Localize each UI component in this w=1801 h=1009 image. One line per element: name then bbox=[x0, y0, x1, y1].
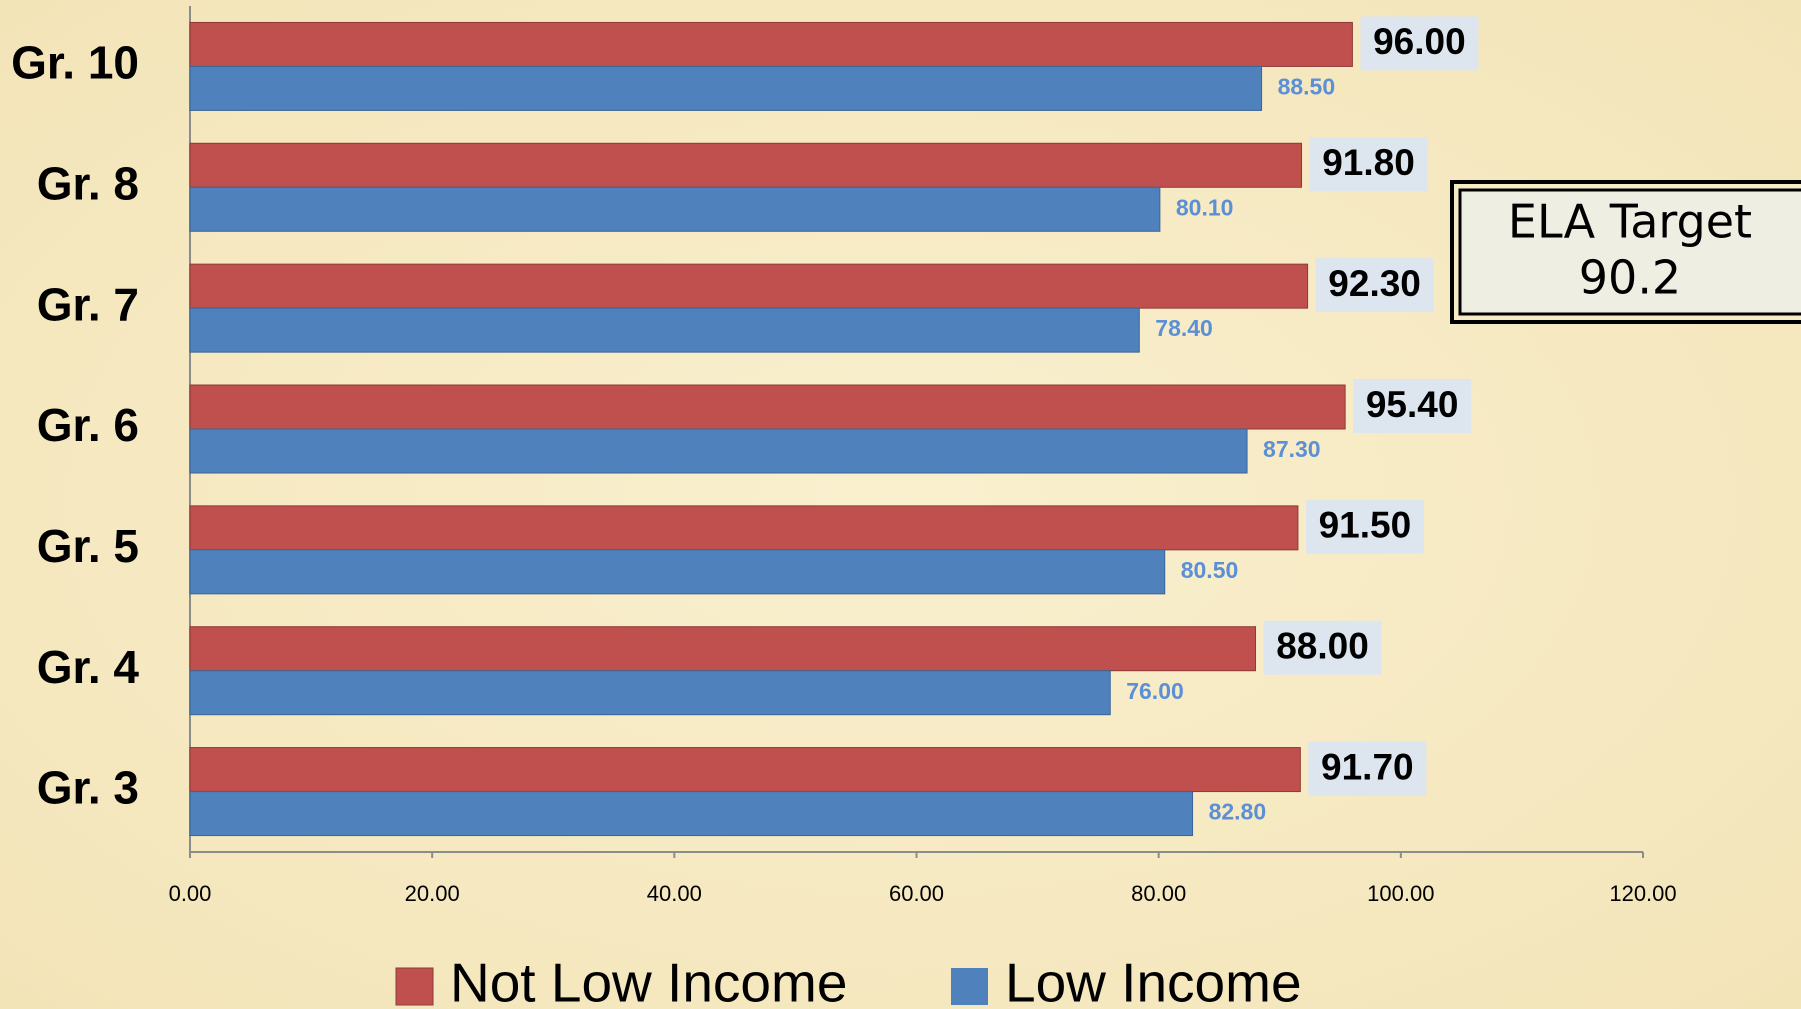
bar bbox=[189, 747, 1301, 793]
x-tick-label: 40.00 bbox=[647, 881, 702, 906]
value-label: 80.50 bbox=[1181, 557, 1239, 583]
bar bbox=[189, 65, 1263, 111]
value-label: 78.40 bbox=[1155, 315, 1213, 341]
category-label: Gr. 8 bbox=[37, 157, 139, 209]
value-label-box bbox=[1305, 499, 1424, 554]
bar bbox=[189, 307, 1140, 353]
category-label: Gr. 3 bbox=[37, 762, 139, 814]
category-label: Gr. 10 bbox=[11, 37, 139, 89]
bar bbox=[189, 21, 1353, 67]
bar bbox=[189, 791, 1194, 837]
value-label: 95.40 bbox=[1366, 384, 1459, 425]
value-label: 96.00 bbox=[1373, 21, 1466, 62]
value-label: 76.00 bbox=[1126, 678, 1184, 704]
value-label-box bbox=[1263, 620, 1382, 675]
value-label-box bbox=[1360, 16, 1479, 71]
x-tick-label: 0.00 bbox=[169, 881, 212, 906]
x-tick-label: 80.00 bbox=[1131, 881, 1186, 906]
bar bbox=[189, 626, 1257, 672]
x-tick-label: 60.00 bbox=[889, 881, 944, 906]
value-label: 87.30 bbox=[1263, 436, 1321, 462]
bar bbox=[189, 505, 1299, 551]
value-label-box bbox=[1353, 379, 1472, 433]
bar bbox=[189, 384, 1346, 430]
annotation-text: 90.2 bbox=[1579, 251, 1681, 305]
annotation-box bbox=[1458, 188, 1801, 316]
bar bbox=[189, 670, 1111, 716]
bar bbox=[189, 263, 1309, 309]
legend-label: Not Low Income bbox=[450, 952, 847, 1009]
value-label: 88.00 bbox=[1276, 625, 1369, 666]
value-label: 82.80 bbox=[1209, 799, 1267, 825]
category-label: Gr. 6 bbox=[37, 399, 139, 451]
value-label-box bbox=[1309, 137, 1428, 192]
legend-swatch bbox=[395, 967, 434, 1006]
bar bbox=[189, 549, 1166, 595]
x-tick-label: 100.00 bbox=[1367, 881, 1434, 906]
value-label: 80.10 bbox=[1176, 194, 1234, 220]
annotation-text: ELA Target bbox=[1508, 195, 1752, 249]
legend-label: Low Income bbox=[1005, 952, 1302, 1009]
value-label: 91.80 bbox=[1322, 142, 1415, 183]
value-label: 92.30 bbox=[1328, 263, 1421, 304]
value-label-box bbox=[1308, 741, 1427, 796]
x-tick-label: 120.00 bbox=[1609, 881, 1676, 906]
bar bbox=[189, 428, 1248, 474]
category-label: Gr. 5 bbox=[37, 520, 139, 572]
category-label: Gr. 4 bbox=[37, 641, 140, 693]
value-label-box bbox=[1315, 258, 1434, 313]
value-label: 91.50 bbox=[1319, 505, 1412, 546]
value-label: 88.50 bbox=[1278, 74, 1336, 100]
x-tick-label: 20.00 bbox=[405, 881, 460, 906]
bar bbox=[189, 186, 1161, 232]
category-label: Gr. 7 bbox=[37, 278, 139, 330]
bar bbox=[189, 142, 1303, 188]
legend-swatch bbox=[951, 968, 988, 1005]
value-label: 91.70 bbox=[1321, 746, 1414, 787]
